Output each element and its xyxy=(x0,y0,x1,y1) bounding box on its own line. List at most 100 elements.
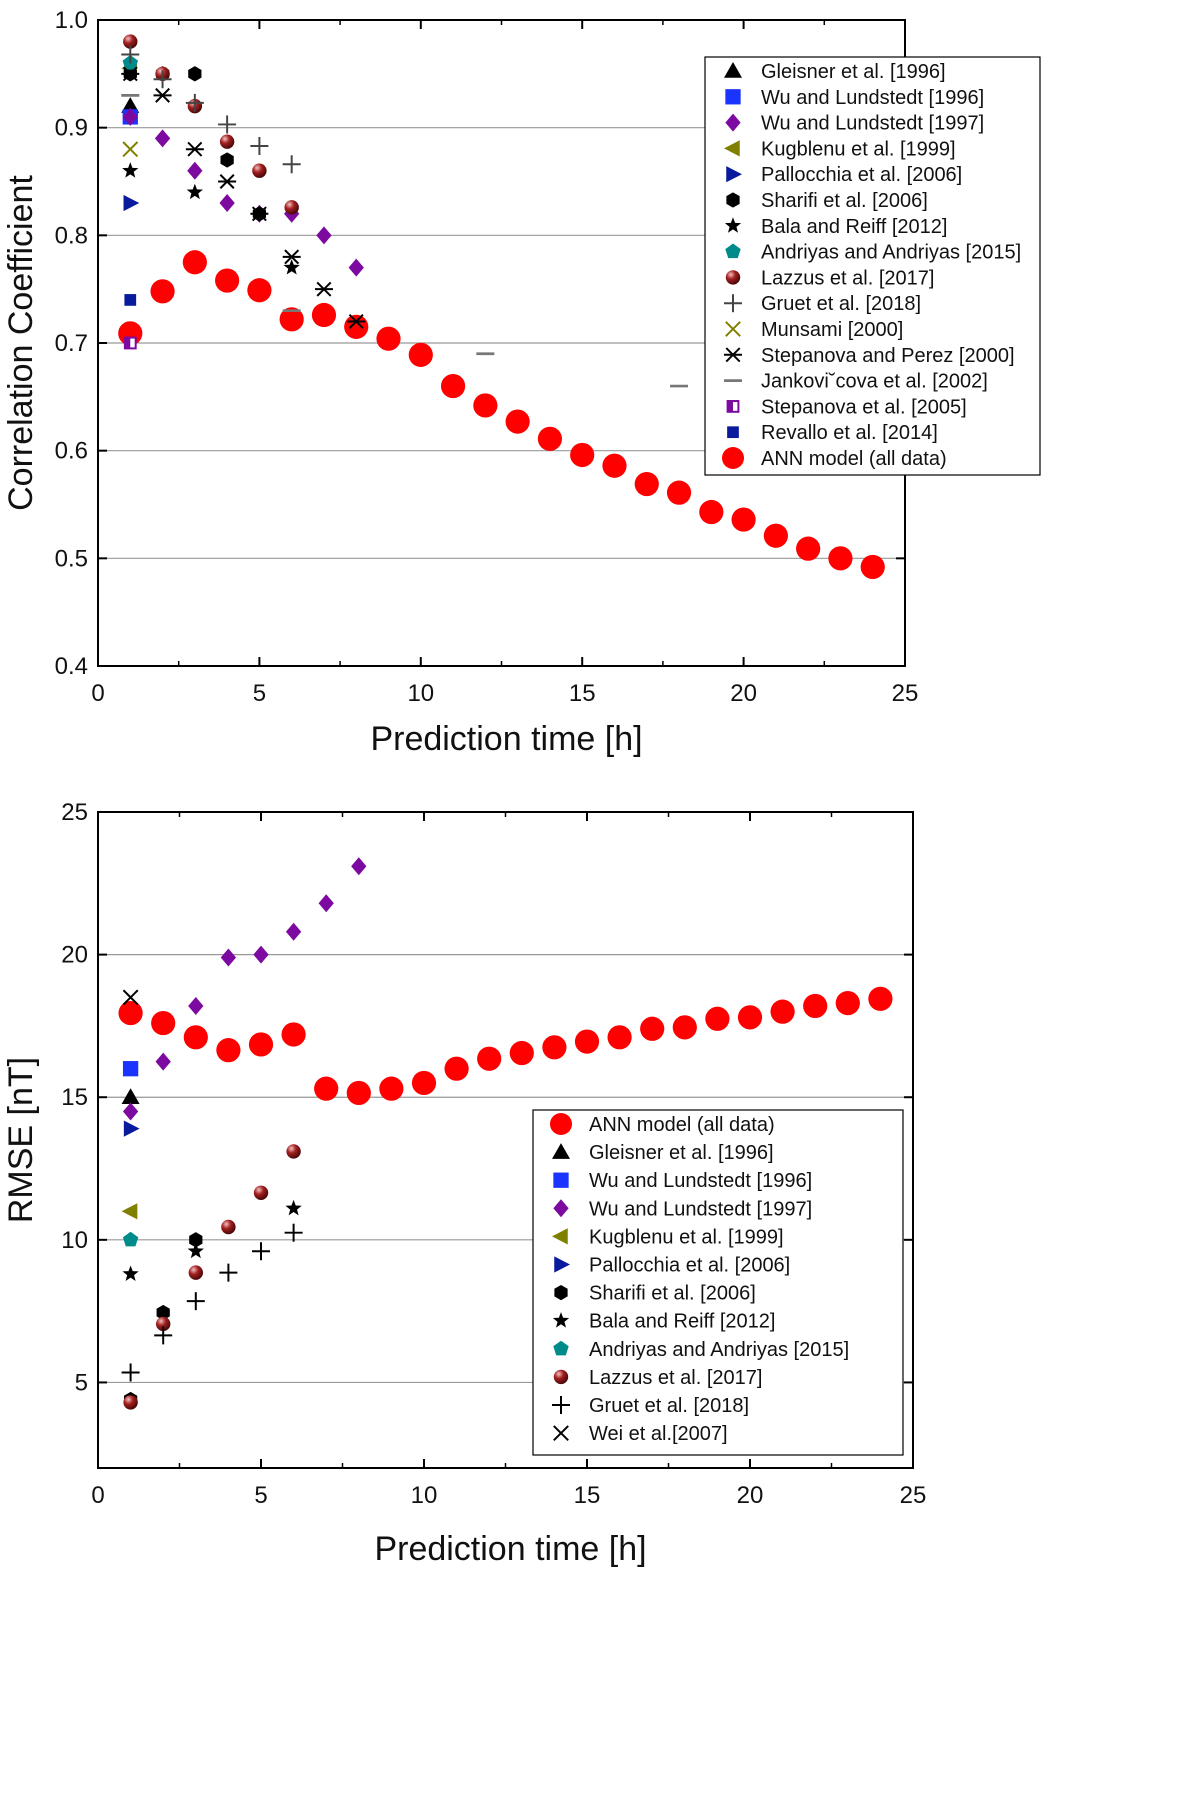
legend-label: Revallo et al. [2014] xyxy=(761,422,938,444)
legend-item: Gruet et al. [2018] xyxy=(724,293,921,315)
data-point xyxy=(219,134,235,149)
data-points xyxy=(118,34,885,580)
y-tick-label: 0.4 xyxy=(55,653,88,680)
data-point xyxy=(219,1263,238,1282)
data-point xyxy=(505,409,530,434)
data-point xyxy=(221,1219,236,1235)
legend-marker xyxy=(724,294,742,313)
series-andriyas-and-andriyas-2015 xyxy=(122,1231,139,1247)
data-point xyxy=(250,206,269,222)
y-tick-label: 0.9 xyxy=(55,115,88,142)
data-point xyxy=(218,115,237,134)
legend-marker xyxy=(726,192,740,208)
legend-label: Stepanova and Perez [2000] xyxy=(761,345,1015,367)
data-point xyxy=(253,945,269,964)
legend-marker xyxy=(553,1340,569,1356)
data-point xyxy=(121,66,140,82)
legend-label: ANN model (all data) xyxy=(589,1114,775,1136)
legend-marker xyxy=(725,89,741,105)
data-point xyxy=(122,107,138,126)
data-point xyxy=(123,34,138,49)
data-point xyxy=(607,1025,632,1050)
legend-item: Gleisner et al. [1996] xyxy=(552,1142,774,1164)
legend-item: Lazzus et al. [2017] xyxy=(725,267,934,289)
data-point xyxy=(154,129,171,148)
data-point xyxy=(347,314,366,329)
legend-item: Gleisner et al. [1996] xyxy=(724,61,946,83)
data-point xyxy=(123,194,140,212)
data-point xyxy=(314,281,333,297)
legend-marker xyxy=(550,1113,572,1135)
legend-item: Bala and Reiff [2012] xyxy=(552,1311,775,1333)
data-point xyxy=(151,1010,176,1036)
legend-label: Wei et al.[2007] xyxy=(589,1423,728,1445)
legend-label: Sharifi et al. [2006] xyxy=(761,190,928,212)
data-point xyxy=(118,1000,143,1026)
x-tick-label: 5 xyxy=(254,1482,267,1509)
data-point xyxy=(473,393,498,418)
data-point xyxy=(346,1080,371,1106)
legend-label: ANN model (all data) xyxy=(761,448,947,470)
data-point xyxy=(121,1363,140,1382)
series-gruet-et-al-2018 xyxy=(121,1223,303,1382)
legend-item: Kugblenu et al. [1999] xyxy=(724,138,956,160)
data-point xyxy=(699,499,724,525)
legend-item: ANN model (all data) xyxy=(722,447,947,470)
data-point xyxy=(216,1038,241,1063)
data-point xyxy=(182,250,207,275)
legend-item: Sharifi et al. [2006] xyxy=(554,1283,756,1305)
x-tick-label: 20 xyxy=(730,680,757,707)
legend-label: Lazzus et al. [2017] xyxy=(589,1367,762,1389)
legend-marker xyxy=(553,1369,569,1385)
legend-label: Bala and Reiff [2012] xyxy=(589,1311,775,1333)
legend-label: Gleisner et al. [1996] xyxy=(589,1142,774,1164)
data-point xyxy=(796,536,821,561)
axes: 0 5 10 15 20 25 5 10 15 20 25 xyxy=(61,799,926,1509)
data-point xyxy=(379,1076,404,1101)
legend-marker xyxy=(552,1312,570,1328)
data-point xyxy=(121,97,140,113)
data-point xyxy=(279,307,304,332)
legend-item: Kugblenu et al. [1999] xyxy=(552,1226,784,1248)
data-point xyxy=(189,1232,203,1248)
legend-item: Stepanova et al. [2005] xyxy=(726,396,967,418)
legend-label: Bala and Reiff [2012] xyxy=(761,216,947,238)
legend-marker xyxy=(724,140,740,157)
data-point xyxy=(122,162,139,178)
data-point xyxy=(122,989,139,1006)
legend-item: Andriyas and Andriyas [2015] xyxy=(725,242,1021,264)
legend-marker xyxy=(726,166,742,183)
series-lazzus-et-al-2017 xyxy=(123,34,299,215)
legend-item: Gruet et al. [2018] xyxy=(552,1395,749,1417)
data-point xyxy=(153,70,172,89)
data-point xyxy=(770,999,795,1024)
series-pallocchia-et-al-2006 xyxy=(123,194,140,212)
series-bala-and-reiff-2012 xyxy=(122,162,300,275)
series-kugblenu-et-al-1999 xyxy=(121,1203,138,1220)
data-point xyxy=(122,1061,139,1077)
x-axis-label: Prediction time [h] xyxy=(374,1530,646,1568)
legend-marker xyxy=(553,1172,569,1188)
legend: ANN model (all data) Gleisner et al. [199… xyxy=(532,1109,904,1456)
series-revallo-et-al-2014 xyxy=(124,294,137,306)
data-point xyxy=(570,442,595,468)
data-point xyxy=(311,302,337,328)
data-point xyxy=(188,66,202,82)
data-point xyxy=(188,996,204,1015)
legend-item: Munsami [2000] xyxy=(725,319,903,341)
data-point xyxy=(183,1025,208,1050)
legend-item: Sharifi et al. [2006] xyxy=(726,190,928,212)
data-point xyxy=(509,1040,534,1066)
data-point xyxy=(283,259,300,275)
legend-marker xyxy=(553,1199,569,1218)
legend-item: Pallocchia et al. [2006] xyxy=(726,164,962,186)
data-point xyxy=(318,894,334,913)
data-point xyxy=(868,986,893,1011)
y-tick-label: 20 xyxy=(61,942,88,969)
legend-label: Andriyas and Andriyas [2015] xyxy=(589,1339,849,1361)
data-point xyxy=(122,1231,139,1247)
data-point xyxy=(803,993,828,1019)
data-point xyxy=(188,1265,203,1280)
legend-marker xyxy=(725,243,741,259)
data-point xyxy=(285,1199,302,1216)
